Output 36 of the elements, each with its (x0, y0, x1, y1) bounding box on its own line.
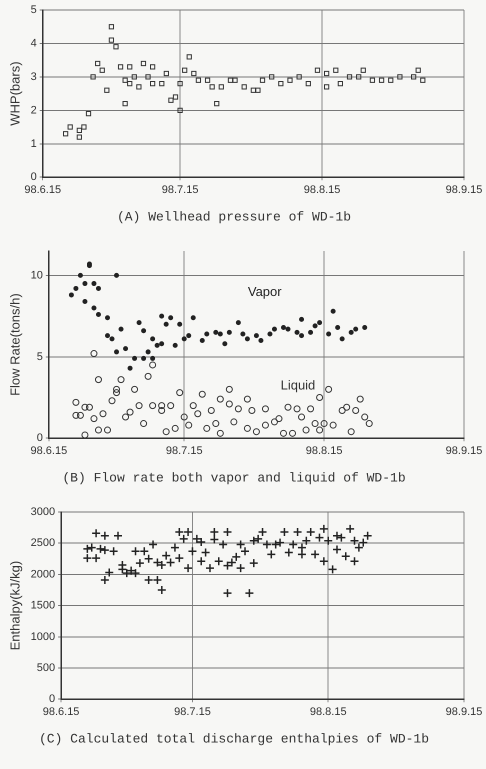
y-tick-label: 3 (30, 70, 37, 83)
y-tick-label: 0 (48, 693, 56, 706)
text: (B) Flow rate both vapor and liquid of WD-1b (62, 470, 406, 486)
x-tick-label: 98.9.15 (446, 184, 482, 196)
y-tick-label: 0 (36, 432, 43, 444)
x-tick-label: 98.6.15 (24, 184, 62, 196)
y-tick-label: 10 (30, 269, 43, 282)
y-tick-label: 0 (30, 171, 37, 184)
y-tick-label: 5 (30, 4, 37, 16)
text: (C) Calculated total discharge enthalpies of WD-1b (38, 732, 430, 747)
text: (A) Wellhead pressure of WD-1b (116, 210, 352, 225)
x-tick-label: 98.7.15 (174, 706, 211, 718)
y-axis-title: Enthalpy(kJ/kg) (7, 560, 22, 650)
y-tick-label: 5 (36, 350, 43, 363)
x-tick-label: 98.6.15 (30, 444, 68, 457)
y-tick-label: 1 (30, 138, 37, 150)
y-tick-label: 2500 (30, 537, 56, 550)
x-tick-label: 98.8.15 (310, 706, 347, 718)
y-tick-label: 4 (30, 37, 37, 50)
y-axis-title: Flow Rate(tons/h) (7, 293, 22, 396)
x-tick-label: 98.9.15 (446, 444, 482, 457)
y-tick-label: 3000 (30, 506, 56, 518)
x-tick-label: 98.7.15 (166, 444, 203, 457)
series-label: Vapor (248, 284, 282, 299)
y-tick-label: 1000 (30, 630, 56, 643)
x-tick-label: 98.9.15 (446, 706, 482, 718)
y-axis-title: WHP(bars) (7, 61, 22, 126)
y-tick-label: 500 (36, 662, 56, 674)
y-tick-label: 2000 (30, 568, 56, 580)
x-tick-label: 98.7.15 (162, 184, 198, 196)
x-tick-label: 98.8.15 (306, 444, 342, 457)
y-tick-label: 2 (30, 104, 37, 116)
x-tick-label: 98.8.15 (304, 184, 340, 196)
series-label: Liquid (280, 377, 316, 392)
x-tick-label: 98.6.15 (42, 706, 80, 718)
y-tick-label: 1500 (30, 600, 56, 612)
